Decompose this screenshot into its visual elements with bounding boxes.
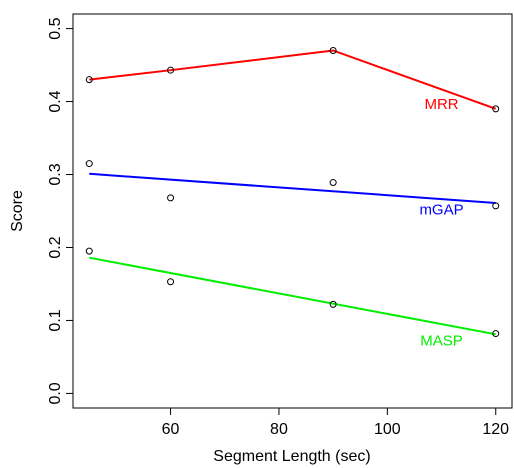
data-point-mrr <box>85 76 93 84</box>
x-tick-label: 120 <box>482 421 509 438</box>
series-masp: MASP <box>85 247 500 349</box>
data-point-mgap <box>492 202 500 210</box>
series-fit-line-mgap <box>89 172 496 204</box>
y-tick-label: 0.4 <box>47 90 64 112</box>
x-tick-label: 60 <box>162 421 180 438</box>
data-point-mrr <box>329 46 337 54</box>
y-axis-title: Score <box>9 190 26 232</box>
data-point-masp <box>329 300 337 308</box>
y-tick-label: 0.3 <box>47 163 64 185</box>
y-tick-label: 0.2 <box>47 236 64 258</box>
y-tick-label: 0.1 <box>47 309 64 331</box>
series-label-mgap: mGAP <box>419 202 463 219</box>
y-tick-label: 0.5 <box>47 17 64 39</box>
y-axis: 0.0 0.1 0.2 0.3 0.4 0.5 <box>47 17 73 405</box>
y-tick-label: 0.0 <box>47 382 64 404</box>
data-point-mrr <box>492 105 500 113</box>
series-layer: MRR mGAP MASP <box>85 46 500 349</box>
series-line-mrr <box>89 49 497 110</box>
data-point-mrr <box>167 66 175 74</box>
data-point-masp <box>85 247 93 255</box>
plot-frame <box>72 13 513 409</box>
series-mgap: mGAP <box>85 160 500 219</box>
x-axis-title: Segment Length (sec) <box>213 448 370 465</box>
x-tick-label: 100 <box>374 421 401 438</box>
data-point-mgap <box>329 179 337 187</box>
data-point-mgap <box>167 194 175 202</box>
series-fit-line-masp <box>89 256 496 336</box>
data-point-masp <box>492 330 500 338</box>
series-mrr: MRR <box>85 46 500 113</box>
x-axis: 60 80 100 120 <box>162 408 509 438</box>
series-label-masp: MASP <box>420 332 463 349</box>
data-point-masp <box>167 278 175 286</box>
data-point-mgap <box>85 160 93 168</box>
series-label-mrr: MRR <box>424 96 458 113</box>
x-tick-label: 80 <box>270 421 288 438</box>
